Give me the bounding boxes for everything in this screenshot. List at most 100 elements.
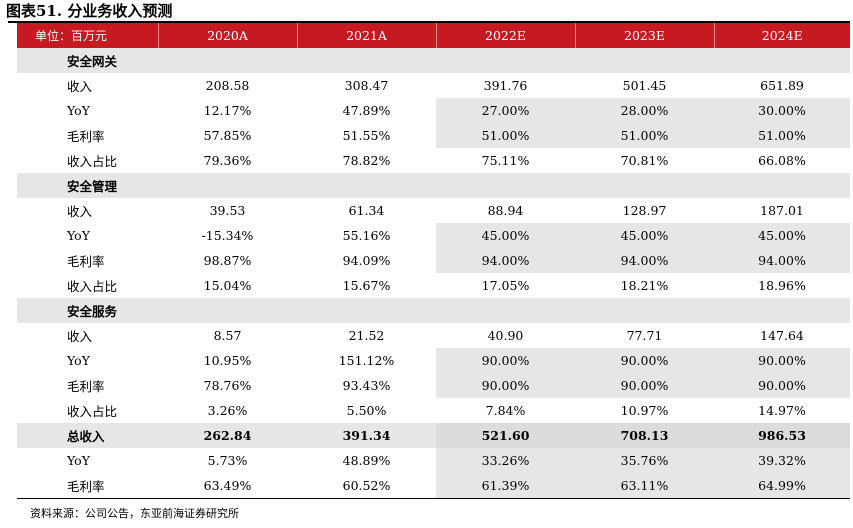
value-cell: 88.94 bbox=[487, 203, 524, 218]
value-cell: 57.85% bbox=[203, 128, 252, 143]
value-cell: 28.00% bbox=[575, 98, 714, 123]
value-cell: 14.97% bbox=[758, 403, 806, 418]
value-cell: 18.96% bbox=[758, 278, 806, 293]
empty-cell bbox=[158, 48, 297, 73]
table-body: 安全网关 收入 208.58 308.47 391.76 501.45 651.89 YoY 1… bbox=[17, 48, 850, 499]
year-header: 2023E bbox=[574, 23, 714, 48]
value-cell: 10.97% bbox=[620, 403, 669, 418]
table-row: YoY -15.34% 55.16% 45.00% 45.00% 45.00% bbox=[17, 223, 850, 248]
value-cell: 61.34 bbox=[348, 203, 385, 218]
total-value-cell: 391.34 bbox=[297, 423, 436, 448]
value-cell: 18.21% bbox=[620, 278, 669, 293]
empty-cell bbox=[436, 298, 575, 323]
value-cell: 651.89 bbox=[760, 78, 804, 93]
total-value-cell: 262.84 bbox=[158, 423, 297, 448]
value-cell: 391.76 bbox=[483, 78, 528, 93]
row-label: 收入 bbox=[67, 329, 93, 344]
value-cell: 51.00% bbox=[714, 123, 850, 148]
value-cell: 79.36% bbox=[203, 153, 252, 168]
empty-cell bbox=[436, 173, 575, 198]
value-cell: 90.00% bbox=[575, 348, 714, 373]
table-row: 毛利率 78.76% 93.43% 90.00% 90.00% 90.00% bbox=[17, 373, 850, 398]
value-cell: 51.00% bbox=[575, 123, 714, 148]
figure-label: 图表51. bbox=[6, 2, 63, 20]
value-cell: 128.97 bbox=[622, 203, 667, 218]
row-label: 毛利率 bbox=[67, 379, 105, 394]
row-label: 收入占比 bbox=[67, 404, 118, 419]
empty-cell bbox=[714, 298, 850, 323]
value-cell: 64.99% bbox=[714, 473, 850, 499]
value-cell: 93.43% bbox=[342, 378, 391, 393]
total-value-cell: 708.13 bbox=[575, 423, 714, 448]
value-cell: 35.76% bbox=[575, 448, 714, 473]
value-cell: 30.00% bbox=[714, 98, 850, 123]
value-cell: 39.53 bbox=[209, 203, 246, 218]
value-cell: 5.73% bbox=[207, 453, 248, 468]
value-cell: 90.00% bbox=[714, 373, 850, 398]
value-cell: 7.84% bbox=[485, 403, 526, 418]
value-cell: 39.32% bbox=[714, 448, 850, 473]
value-cell: 3.26% bbox=[207, 403, 248, 418]
empty-cell bbox=[297, 48, 436, 73]
value-cell: 187.01 bbox=[760, 203, 804, 218]
table-row: 收入 8.57 21.52 40.90 77.71 147.64 bbox=[17, 323, 850, 348]
year-header: 2021A bbox=[296, 23, 436, 48]
value-cell: 94.00% bbox=[714, 248, 850, 273]
value-cell: 55.16% bbox=[342, 228, 391, 243]
title-rule bbox=[8, 21, 850, 23]
row-label: 毛利率 bbox=[17, 473, 158, 499]
value-cell: 51.00% bbox=[436, 123, 575, 148]
value-cell: 40.90 bbox=[487, 328, 524, 343]
value-cell: 501.45 bbox=[622, 78, 667, 93]
table-row: YoY 5.73% 48.89% 33.26% 35.76% 39.32% bbox=[17, 448, 850, 473]
revenue-forecast-table: 单位：百万元 2020A 2021A 2022E 2023E 2024E 安全网… bbox=[17, 23, 850, 499]
empty-cell bbox=[297, 173, 436, 198]
table-row: YoY 10.95% 151.12% 90.00% 90.00% 90.00% bbox=[17, 348, 850, 373]
value-cell: 45.00% bbox=[436, 223, 575, 248]
value-cell: 63.11% bbox=[575, 473, 714, 499]
table-row: 收入 208.58 308.47 391.76 501.45 651.89 bbox=[17, 73, 850, 98]
value-cell: 308.47 bbox=[344, 78, 389, 93]
unit-label: 单位：百万元 bbox=[17, 23, 158, 48]
value-cell: 90.00% bbox=[575, 373, 714, 398]
table-row: 收入占比 15.04% 15.67% 17.05% 18.21% 18.96% bbox=[17, 273, 850, 298]
empty-cell bbox=[575, 48, 714, 73]
table-row: 毛利率 57.85% 51.55% 51.00% 51.00% 51.00% bbox=[17, 123, 850, 148]
table-row: 毛利率 98.87% 94.09% 94.00% 94.00% 94.00% bbox=[17, 248, 850, 273]
table-row: 收入占比 3.26% 5.50% 7.84% 10.97% 14.97% bbox=[17, 398, 850, 423]
value-cell: 90.00% bbox=[714, 348, 850, 373]
empty-cell bbox=[575, 298, 714, 323]
year-header: 2022E bbox=[435, 23, 575, 48]
value-cell: 5.50% bbox=[346, 403, 387, 418]
value-cell: 90.00% bbox=[436, 373, 575, 398]
row-label: YoY bbox=[67, 453, 90, 468]
row-label: 毛利率 bbox=[67, 254, 105, 269]
figure-name: 分业务收入预测 bbox=[67, 2, 173, 20]
value-cell: 94.09% bbox=[342, 253, 391, 268]
value-cell: 78.82% bbox=[342, 153, 391, 168]
value-cell: 75.11% bbox=[481, 153, 530, 168]
row-label: 毛利率 bbox=[67, 129, 105, 144]
value-cell: 27.00% bbox=[436, 98, 575, 123]
row-label: 收入 bbox=[67, 204, 93, 219]
row-label: 收入占比 bbox=[67, 279, 118, 294]
row-label: 收入占比 bbox=[67, 154, 118, 169]
value-cell: 78.76% bbox=[203, 378, 252, 393]
value-cell: 94.00% bbox=[436, 248, 575, 273]
value-cell: 90.00% bbox=[436, 348, 575, 373]
total-value-cell: 986.53 bbox=[714, 423, 850, 448]
value-cell: 10.95% bbox=[203, 353, 252, 368]
table-row: 毛利率 63.49% 60.52% 61.39% 63.11% 64.99% bbox=[17, 473, 850, 499]
value-cell: -15.34% bbox=[201, 228, 254, 243]
value-cell: 15.04% bbox=[203, 278, 252, 293]
value-cell: 63.49% bbox=[158, 473, 297, 499]
row-label: 收入 bbox=[67, 79, 93, 94]
value-cell: 12.17% bbox=[203, 103, 252, 118]
table-row: 收入 39.53 61.34 88.94 128.97 187.01 bbox=[17, 198, 850, 223]
value-cell: 48.89% bbox=[342, 453, 391, 468]
value-cell: 45.00% bbox=[575, 223, 714, 248]
empty-cell bbox=[575, 173, 714, 198]
value-cell: 147.64 bbox=[760, 328, 804, 343]
value-cell: 98.87% bbox=[203, 253, 252, 268]
source-note: 资料来源：公司公告，东亚前海证券研究所 bbox=[30, 507, 239, 520]
